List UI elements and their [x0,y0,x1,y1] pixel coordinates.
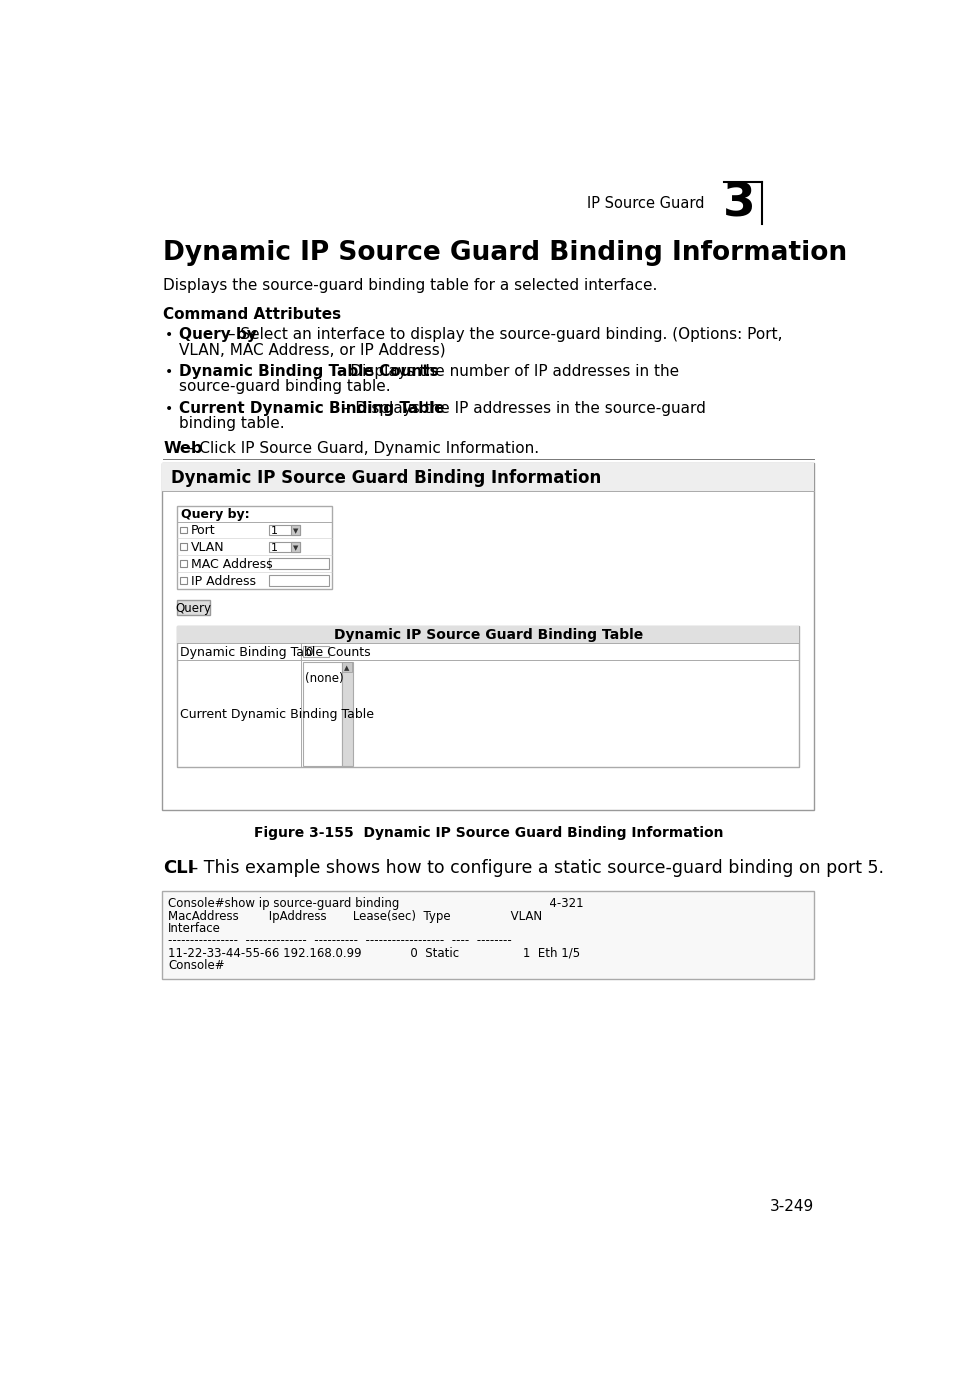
Bar [342,662,352,672]
Text: Query: Query [175,602,212,615]
Bar [162,891,814,979]
Bar [180,561,187,568]
Text: Current Dynamic Binding Table: Current Dynamic Binding Table [179,401,444,415]
Text: Dynamic IP Source Guard Binding Information: Dynamic IP Source Guard Binding Informat… [163,240,846,265]
Bar [303,647,329,657]
Text: Interface: Interface [168,922,221,936]
Text: Dynamic IP Source Guard Binding Table: Dynamic IP Source Guard Binding Table [334,629,642,643]
Text: 3-249: 3-249 [769,1199,814,1213]
Text: 1: 1 [271,543,278,552]
Bar [269,525,299,536]
Bar [269,558,329,569]
Text: CLI: CLI [163,859,194,877]
Bar [162,464,814,491]
Text: ▼: ▼ [293,544,297,551]
Text: ▲: ▲ [344,665,350,670]
Text: MacAddress        IpAddress       Lease(sec)  Type                VLAN: MacAddress IpAddress Lease(sec) Type VLA… [168,909,541,923]
Text: Port: Port [191,525,215,537]
Text: 1: 1 [271,526,278,536]
Bar [180,526,187,533]
Text: •: • [165,403,173,416]
Bar [303,662,341,766]
Text: 3: 3 [722,180,755,226]
Text: Console#: Console# [168,959,225,972]
Text: Dynamic IP Source Guard Binding Information: Dynamic IP Source Guard Binding Informat… [171,469,600,487]
Text: Displays the source-guard binding table for a selected interface.: Displays the source-guard binding table … [163,278,658,293]
Bar [269,576,329,586]
Text: Query by: Query by [179,326,256,341]
Text: •: • [165,328,173,343]
Text: – Select an interface to display the source-guard binding. (Options: Port,: – Select an interface to display the sou… [223,326,781,341]
Text: IP Address: IP Address [191,575,255,589]
Text: Web: Web [163,440,203,455]
Bar [162,464,814,809]
Text: •: • [165,365,173,379]
Text: Figure 3-155  Dynamic IP Source Guard Binding Information: Figure 3-155 Dynamic IP Source Guard Bin… [253,826,723,841]
Bar [180,544,187,551]
Bar [177,626,798,643]
Bar [341,662,353,766]
Text: (none): (none) [305,672,343,686]
Text: 0: 0 [305,645,313,659]
Text: – Displays the IP addresses in the source-guard: – Displays the IP addresses in the sourc… [338,401,705,415]
Bar [291,525,299,536]
Text: VLAN: VLAN [191,541,224,554]
Bar [269,541,299,552]
Text: – Click IP Source Guard, Dynamic Information.: – Click IP Source Guard, Dynamic Informa… [182,440,538,455]
Text: Query by:: Query by: [181,508,250,520]
Bar [177,626,798,643]
Text: Current Dynamic Binding Table: Current Dynamic Binding Table [180,708,375,720]
Text: MAC Address: MAC Address [191,558,272,570]
Text: – This example shows how to configure a static source-guard binding on port 5.: – This example shows how to configure a … [184,859,883,877]
Text: – Displays the number of IP addresses in the: – Displays the number of IP addresses in… [333,364,679,379]
Bar [180,577,187,584]
Bar [177,600,210,615]
Text: source-guard binding table.: source-guard binding table. [179,379,390,394]
Text: Dynamic Binding Table Counts: Dynamic Binding Table Counts [180,645,371,659]
Text: Console#show ip source-guard binding                                        4-32: Console#show ip source-guard binding 4-3… [168,897,583,911]
Text: IP Source Guard: IP Source Guard [586,196,703,211]
Text: ▼: ▼ [293,527,297,534]
Text: VLAN, MAC Address, or IP Address): VLAN, MAC Address, or IP Address) [179,341,445,357]
Text: Dynamic Binding Table Counts: Dynamic Binding Table Counts [179,364,438,379]
Text: 11-22-33-44-55-66 192.168.0.99             0  Static                 1  Eth 1/5: 11-22-33-44-55-66 192.168.0.99 0 Static … [168,947,579,959]
Bar [177,626,798,768]
Bar [177,507,332,590]
Text: Command Attributes: Command Attributes [163,307,341,322]
Text: ----------------  --------------  ----------  ------------------  ----  --------: ---------------- -------------- --------… [168,934,512,947]
Text: binding table.: binding table. [179,416,284,432]
Bar [291,541,299,552]
